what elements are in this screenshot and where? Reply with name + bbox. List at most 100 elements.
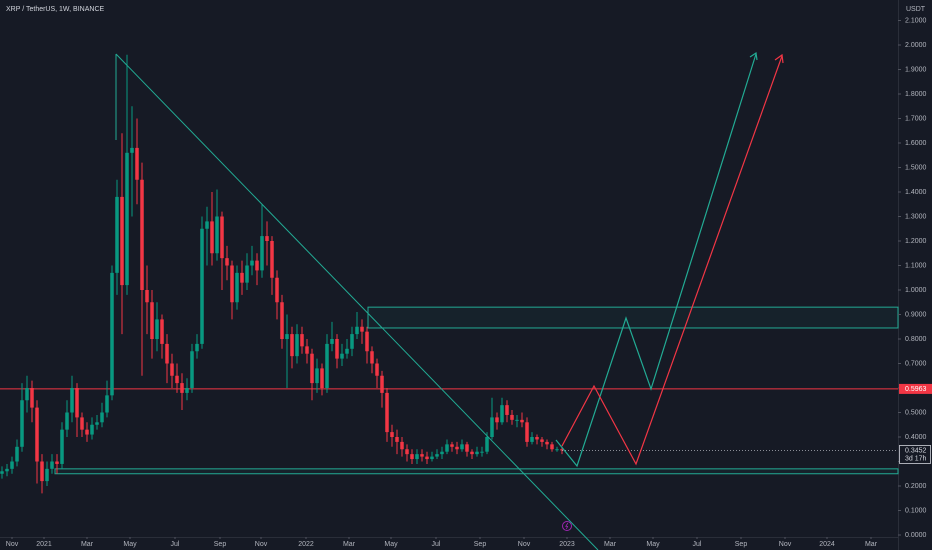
candle-body bbox=[100, 412, 104, 423]
candle-body bbox=[315, 368, 319, 384]
candle-body bbox=[255, 260, 259, 271]
candle-body bbox=[65, 412, 69, 430]
candle-body bbox=[185, 388, 189, 393]
y-tick-label: 0.7000 bbox=[905, 360, 927, 367]
candle-body bbox=[310, 353, 314, 384]
candle-body bbox=[550, 444, 554, 450]
candle-body bbox=[200, 228, 204, 344]
candle-body bbox=[145, 290, 149, 303]
candle-body bbox=[470, 451, 474, 455]
candle-body bbox=[450, 444, 454, 447]
x-tick-label: May bbox=[384, 541, 398, 548]
candle-body bbox=[20, 400, 24, 447]
x-tick-label: Jul bbox=[693, 541, 702, 548]
candle-body bbox=[500, 405, 504, 423]
candle-body bbox=[495, 417, 499, 423]
candle-body bbox=[365, 331, 369, 352]
x-tick-label: May bbox=[646, 541, 660, 548]
candle-body bbox=[435, 454, 439, 457]
candle-body bbox=[110, 272, 114, 396]
x-tick-label: Nov bbox=[6, 541, 19, 548]
candle-body bbox=[35, 407, 39, 462]
candle-body bbox=[520, 419, 524, 423]
candle-body bbox=[195, 343, 199, 352]
plot-area bbox=[0, 54, 899, 494]
y-tick-label: 2.0000 bbox=[905, 42, 927, 49]
candle-body bbox=[45, 468, 49, 482]
candle-body bbox=[390, 432, 394, 437]
candle-body bbox=[210, 221, 214, 254]
candle-body bbox=[325, 343, 329, 388]
candle-body bbox=[525, 422, 529, 442]
candle-body bbox=[260, 236, 264, 271]
x-tick-label: Nov bbox=[255, 541, 268, 548]
candle-body bbox=[215, 216, 219, 254]
candle-body bbox=[275, 277, 279, 303]
candle-body bbox=[55, 461, 59, 464]
event-icon[interactable] bbox=[562, 521, 572, 531]
candle-body bbox=[380, 375, 384, 393]
candle-body bbox=[475, 451, 479, 455]
y-tick-label: 1.1000 bbox=[905, 262, 927, 269]
candle-body bbox=[40, 461, 44, 482]
candle-body bbox=[455, 446, 459, 450]
candle-body bbox=[220, 216, 224, 259]
candle-body bbox=[405, 449, 409, 455]
candle-body bbox=[5, 468, 9, 472]
y-tick-label: 0.2000 bbox=[905, 483, 927, 490]
x-tick-label: Sep bbox=[214, 541, 227, 548]
candle-body bbox=[90, 424, 94, 435]
candle-body bbox=[465, 444, 469, 452]
x-tick-label: 2021 bbox=[36, 541, 52, 548]
candle-body bbox=[515, 419, 519, 421]
candle-body bbox=[150, 302, 154, 339]
zone bbox=[367, 306, 899, 329]
candle-body bbox=[270, 241, 274, 278]
x-tick-label: 2022 bbox=[298, 541, 314, 548]
candle-body bbox=[80, 417, 84, 430]
x-tick-label: 2023 bbox=[559, 541, 575, 548]
candle-body bbox=[300, 334, 304, 347]
candle-body bbox=[350, 334, 354, 349]
arrowhead-red bbox=[774, 53, 784, 64]
candle-body bbox=[265, 236, 269, 241]
chart-title: XRP / TetherUS, 1W, BINANCE bbox=[6, 6, 104, 13]
candle-body bbox=[190, 351, 194, 388]
candle-body bbox=[440, 451, 444, 455]
y-tick-label: 0.0000 bbox=[905, 532, 927, 539]
projection-path-green bbox=[555, 53, 757, 468]
candle-body bbox=[95, 422, 99, 425]
y-tick-label: 1.8000 bbox=[905, 91, 927, 98]
candle-body bbox=[305, 346, 309, 354]
y-tick-label: 1.2000 bbox=[905, 238, 927, 245]
x-tick-label: Mar bbox=[343, 541, 356, 548]
candle-body bbox=[340, 353, 344, 359]
candle-body bbox=[370, 351, 374, 364]
candle-body bbox=[85, 429, 89, 435]
candle-body bbox=[245, 265, 249, 283]
candle-body bbox=[395, 437, 399, 442]
candle-body bbox=[230, 265, 234, 303]
event-icon-bolt bbox=[565, 522, 569, 530]
y-tick-label: 0.9000 bbox=[905, 311, 927, 318]
candle-body bbox=[290, 334, 294, 357]
candle-body bbox=[410, 454, 414, 460]
candle-body bbox=[50, 461, 54, 469]
candle-body bbox=[130, 147, 134, 153]
candle-body bbox=[530, 437, 534, 442]
candle-body bbox=[480, 451, 484, 453]
candle-body bbox=[180, 383, 184, 393]
y-tick-label: 0.4000 bbox=[905, 434, 927, 441]
candle-body bbox=[555, 449, 559, 451]
candle-body bbox=[175, 375, 179, 384]
candle-body bbox=[460, 444, 464, 450]
candle-body bbox=[360, 326, 364, 332]
y-tick-label: 1.7000 bbox=[905, 115, 927, 122]
candle-body bbox=[285, 334, 289, 339]
candle-body bbox=[280, 302, 284, 339]
candle-body bbox=[545, 441, 549, 445]
candle-body bbox=[320, 368, 324, 388]
